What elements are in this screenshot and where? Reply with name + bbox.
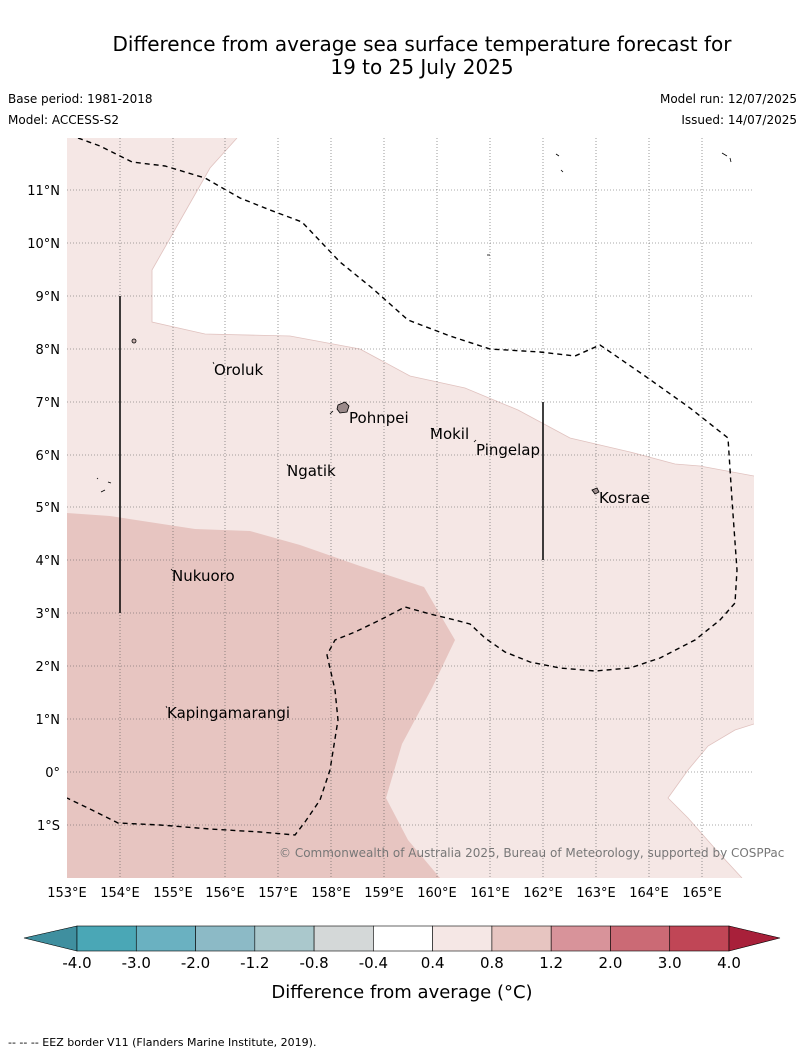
place-label-pohnpei: Pohnpei	[349, 409, 409, 427]
colorbar-tick-label: 0.4	[421, 954, 445, 972]
lat-label: 1°N	[36, 713, 61, 728]
colorbar-segment	[254, 925, 315, 952]
place-label-ngatik: Ngatik	[287, 462, 336, 480]
colorbar-segment	[135, 925, 196, 952]
lat-label: 3°N	[36, 607, 61, 622]
lon-label: 154°E	[100, 886, 140, 901]
lon-label: 163°E	[576, 886, 616, 901]
colorbar-tick-label: -4.0	[62, 954, 91, 972]
eez-footnote: -- -- -- EEZ border V11 (Flanders Marine…	[8, 1036, 317, 1049]
eez-border	[67, 138, 738, 836]
base-period: Base period: 1981-2018	[8, 92, 153, 106]
colorbar-segment	[195, 925, 256, 952]
lat-label: 10°N	[27, 237, 60, 252]
model-run: Model run: 12/07/2025	[659, 92, 797, 106]
title-line-1: Difference from average sea surface temp…	[112, 32, 732, 56]
lat-label: 2°N	[36, 660, 61, 675]
anomaly-band-neutral-north	[152, 138, 754, 476]
lat-label: 6°N	[36, 449, 61, 464]
place-label-mokil: Mokil	[430, 425, 469, 443]
lon-label: 165°E	[682, 886, 722, 901]
anomaly-band-neutral-southeast	[668, 724, 754, 878]
colorbar-tick-label: -0.8	[299, 954, 328, 972]
colorbar-segment	[373, 925, 433, 952]
colorbar-tick-label: -3.0	[122, 954, 151, 972]
colorbar-high-arrow	[728, 925, 781, 952]
lat-label: 5°N	[36, 501, 61, 516]
latitude-labels: 11°N 10°N 9°N 8°N 7°N 6°N 5°N 4°N 3°N 2°…	[27, 184, 60, 834]
lon-label: 156°E	[205, 886, 245, 901]
lat-label: 8°N	[36, 343, 61, 358]
colorbar-tick-label: 3.0	[658, 954, 682, 972]
lon-label: 161°E	[470, 886, 510, 901]
colorbar-segment	[432, 925, 493, 952]
lon-label: 153°E	[47, 886, 87, 901]
lon-label: 158°E	[311, 886, 351, 901]
colorbar-low-arrow	[23, 925, 78, 952]
lat-label: 11°N	[27, 184, 60, 199]
place-labels: Oroluk Pohnpei Mokil Pingelap Ngatik Kos…	[167, 361, 650, 722]
anomaly-fill-layer	[67, 138, 754, 878]
colorbar-segment	[491, 925, 552, 952]
lat-label: 1°S	[37, 819, 60, 834]
longitude-labels: 153°E 154°E 155°E 156°E 157°E 158°E 159°…	[47, 886, 722, 901]
colorbar-segment	[313, 925, 374, 952]
lat-label: 9°N	[36, 290, 61, 305]
kosrae-island	[591, 487, 600, 495]
lat-label: 0°	[45, 766, 60, 781]
place-label-kosrae: Kosrae	[599, 489, 650, 507]
lon-label: 157°E	[258, 886, 298, 901]
colorbar-segment	[550, 925, 611, 952]
colorbar-tick-label: 0.8	[480, 954, 504, 972]
colorbar-tick-label: -2.0	[181, 954, 210, 972]
colorbar-tick-label: -1.2	[240, 954, 269, 972]
title-line-2: 19 to 25 July 2025	[330, 55, 514, 79]
place-label-oroluk: Oroluk	[214, 361, 263, 379]
colorbar-label: Difference from average (°C)	[271, 982, 533, 1003]
pohnpei-island	[336, 401, 350, 414]
lat-label: 7°N	[36, 396, 61, 411]
copyright-notice: © Commonwealth of Australia 2025, Bureau…	[279, 846, 785, 860]
lat-label: 4°N	[36, 554, 61, 569]
place-label-kapingamarangi: Kapingamarangi	[167, 704, 290, 722]
islands	[96, 152, 732, 709]
colorbar-tick-label: 2.0	[599, 954, 623, 972]
colorbar-segment	[610, 925, 671, 952]
model-name: Model: ACCESS-S2	[8, 113, 120, 127]
lon-label: 162°E	[523, 886, 563, 901]
place-label-nukuoro: Nukuoro	[172, 567, 235, 585]
colorbar-tick-label: -0.4	[359, 954, 388, 972]
lon-label: 160°E	[417, 886, 457, 901]
colorbar: -4.0 -3.0 -2.0 -1.2 -0.8 -0.4 0.4 0.8 1.2 2.0 3.0 4…	[23, 925, 781, 972]
colorbar-segment	[669, 925, 730, 952]
colorbar-tick-label: 4.0	[717, 954, 741, 972]
issued-date: Issued: 14/07/2025	[681, 113, 797, 127]
lon-label: 155°E	[153, 886, 193, 901]
place-label-pingelap: Pingelap	[476, 441, 540, 459]
colorbar-tick-label: 1.2	[539, 954, 563, 972]
anomaly-band-0_8-1_2	[67, 513, 455, 878]
lon-label: 159°E	[364, 886, 404, 901]
lon-label: 164°E	[629, 886, 669, 901]
colorbar-segment	[76, 925, 137, 952]
